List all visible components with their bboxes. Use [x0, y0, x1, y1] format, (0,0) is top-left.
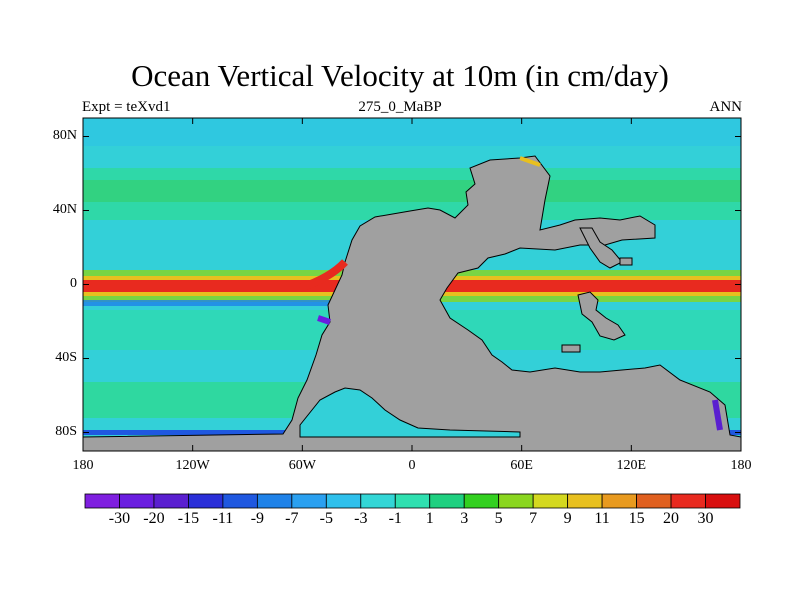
- colorbar-label: -11: [212, 510, 234, 527]
- lon-tick-label: 120W: [175, 458, 210, 473]
- plot-title: Ocean Vertical Velocity at 10m (in cm/da…: [131, 58, 669, 93]
- lat-tick-label: 80N: [52, 127, 77, 143]
- lon-tick-label: 60E: [510, 458, 533, 473]
- lat-tick-label: 0: [70, 275, 77, 291]
- colorbar-label: 9: [563, 510, 572, 527]
- west-coast-upwelling: [298, 259, 348, 292]
- lat-tick-label: 40S: [55, 349, 77, 365]
- southern-inland-sea: [299, 387, 521, 438]
- tethys-island-2: [577, 291, 626, 341]
- axis-ticks: [82, 118, 742, 451]
- colorbar-label: 15: [628, 510, 645, 527]
- lat-tick-label: 40N: [52, 201, 77, 217]
- colorbar-label: 5: [494, 510, 503, 527]
- experiment-label: Expt = teXvd1: [82, 99, 171, 115]
- colorbar-label: -20: [143, 510, 165, 527]
- pangaea-landmass: [83, 155, 741, 451]
- colorbar-label: -15: [177, 510, 200, 527]
- lon-tick-label: 0: [408, 458, 416, 473]
- colorbar-label: -9: [250, 510, 265, 527]
- colorbar-label: -5: [319, 510, 333, 527]
- lon-tick-label: 120E: [616, 458, 647, 473]
- north-subtropical-core: [83, 180, 741, 202]
- colorbar-label: 7: [529, 510, 538, 527]
- lat-tick-label: 80S: [55, 423, 77, 439]
- lon-tick-label: 60W: [288, 458, 316, 473]
- colorbar-label: 30: [697, 510, 714, 527]
- coastal-blue-1: [317, 315, 331, 325]
- colorbar-label: 20: [663, 510, 680, 527]
- lon-tick-label: 180: [72, 458, 94, 473]
- season-label: ANN: [709, 99, 743, 115]
- tethys-island-3: [561, 344, 581, 353]
- colorbar-label: -1: [388, 510, 402, 527]
- coastal-blue-2: [712, 399, 723, 431]
- colorbar-label: 1: [425, 510, 434, 527]
- arctic-upwelling: [519, 156, 541, 167]
- colorbar-label: 3: [460, 510, 469, 527]
- colorbar-label: -3: [354, 510, 368, 527]
- colorbar-label: 11: [594, 510, 610, 527]
- time-label: 275_0_MaBP: [358, 99, 442, 115]
- colorbar-label: -7: [285, 510, 299, 527]
- colorbar-label: -30: [108, 510, 131, 527]
- tethys-island-4: [619, 257, 633, 266]
- lon-tick-label: 180: [730, 458, 752, 473]
- equatorial-blue-strip: [83, 300, 343, 306]
